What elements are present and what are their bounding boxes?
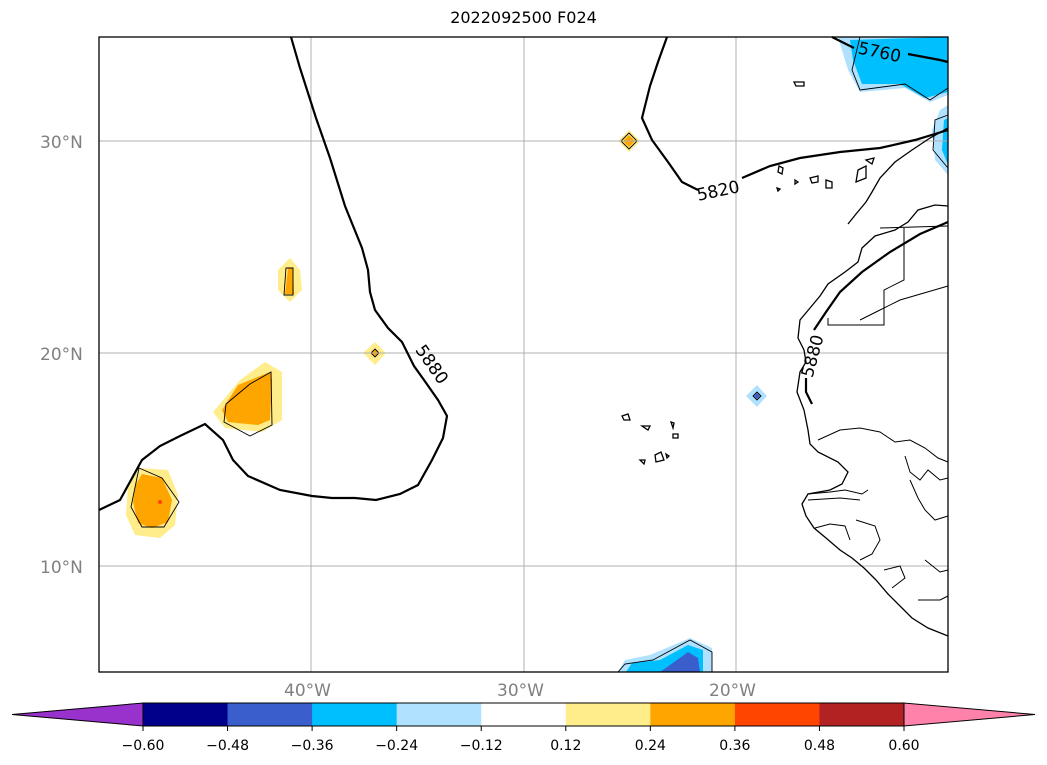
colorbar-tick-label: −0.48 — [206, 738, 249, 754]
anomaly-patch-ne-blue-core — [850, 37, 948, 98]
africa-coastline — [796, 204, 949, 637]
madeira — [792, 81, 805, 87]
map-frame — [98, 36, 949, 673]
colorbar-segment — [819, 703, 905, 726]
anomaly-patch-1-core — [285, 268, 294, 294]
lat-label-30n: 30°N — [40, 133, 83, 153]
coast-ne-1 — [847, 127, 949, 225]
colorbar-extend-low — [11, 702, 144, 727]
colorbar-tick-label: 0.12 — [550, 738, 581, 754]
contour-5880-east — [813, 220, 949, 331]
colorbar-segment — [734, 703, 820, 726]
lat-label-10n: 10°N — [40, 558, 83, 578]
anomaly-patch-5-core — [133, 474, 172, 528]
country-borders — [807, 225, 949, 601]
colorbar-tick-label: −0.12 — [460, 738, 503, 754]
anomaly-patch-5-peak — [158, 500, 162, 504]
colorbar-tick-label: −0.24 — [375, 738, 418, 754]
height-contours — [98, 36, 949, 511]
contour-5880-west — [98, 36, 449, 511]
contour-label-5880-west: 5880 — [411, 341, 452, 388]
canary-islands — [775, 157, 875, 193]
colorbar-segment — [312, 703, 398, 726]
colorbar-tick-label: −0.36 — [291, 738, 334, 754]
patch-outlines — [130, 36, 949, 673]
colorbar-segment — [396, 703, 482, 726]
colorbar-segment — [565, 703, 651, 726]
map-title: 2022092500 F024 — [450, 8, 597, 27]
colorbar-frame — [142, 702, 905, 727]
colorbar-segments — [143, 703, 905, 726]
contour-5820 — [640, 36, 699, 191]
colorbar-tick-label: 0.24 — [635, 738, 666, 754]
contour-label-5820: 5820 — [695, 177, 741, 206]
lon-label-30w: 30°W — [497, 681, 544, 701]
colorbar-segment — [143, 703, 229, 726]
colorbar-segment — [481, 703, 567, 726]
lat-label-20n: 20°N — [40, 345, 83, 365]
colorbar-tick-label: −0.60 — [122, 738, 165, 754]
colorbar-segment — [650, 703, 736, 726]
lon-label-20w: 20°W — [709, 681, 756, 701]
anomaly-patch-4-core — [222, 372, 272, 425]
colorbar-ticks: −0.60 −0.48 −0.36 −0.24 −0.12 0.12 0.24 0.36 0.4… — [122, 726, 920, 754]
lon-label-40w: 40°W — [284, 681, 331, 701]
colorbar-tick-label: 0.36 — [719, 738, 750, 754]
coastlines — [621, 81, 949, 637]
anomaly-patch-s-core — [660, 652, 700, 672]
gridlines — [99, 37, 948, 672]
contour-label-5880-east: 5880 — [798, 333, 829, 380]
anomaly-patch-6-core — [754, 393, 760, 399]
contour-5760 — [831, 36, 855, 49]
colorbar-tick-label: 0.60 — [888, 738, 919, 754]
filled-anomaly-fields — [126, 37, 948, 672]
colorbar-extend-high — [903, 702, 1036, 727]
cape-verde-islands — [621, 413, 679, 466]
colorbar-segment — [227, 703, 313, 726]
colorbar: −0.60 −0.48 −0.36 −0.24 −0.12 0.12 0.24 0.36 0.4… — [11, 702, 1036, 754]
colorbar-tick-label: 0.48 — [804, 738, 835, 754]
